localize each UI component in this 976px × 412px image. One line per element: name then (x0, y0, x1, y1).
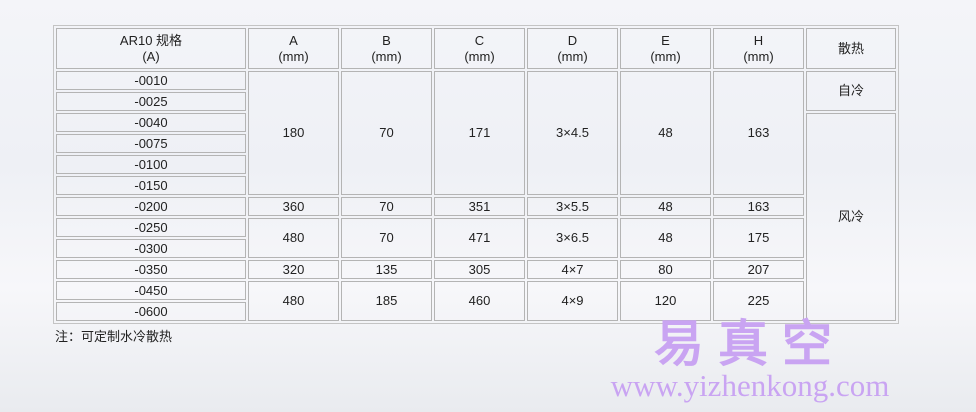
header-label: D (567, 32, 578, 48)
header-label: A (289, 32, 298, 48)
table-row: -0075 (56, 134, 896, 153)
header-unit: (mm) (743, 48, 774, 64)
column-header: E (mm) (620, 28, 711, 69)
dimension-cell: 305 (434, 260, 525, 279)
dimension-cell: 180 (248, 71, 339, 195)
dimension-cell: 4×9 (527, 281, 618, 321)
column-header: D (mm) (527, 28, 618, 69)
header-label: C (474, 32, 485, 48)
model-cell: -0040 (56, 113, 246, 132)
dimension-cell: 163 (713, 197, 804, 216)
table-row: -0250 480 70 471 3×6.5 48 175 (56, 218, 896, 258)
header-row: AR10 规格 (A) A (mm) B (mm) C (mm) D (mm) E (mm) H (mm)… (56, 28, 896, 69)
table-row: -0350 320 135 305 4×7 80 207 (56, 260, 896, 279)
model-cell: -0010 (56, 71, 246, 90)
dimension-cell: 80 (620, 260, 711, 279)
header-unit: (A) (142, 48, 160, 64)
dimension-cell: 70 (341, 71, 432, 195)
column-header: A (mm) (248, 28, 339, 69)
dimension-cell: 225 (713, 281, 804, 321)
dimension-cell: 471 (434, 218, 525, 258)
dimension-cell: 460 (434, 281, 525, 321)
dimension-cell: 135 (341, 260, 432, 279)
column-header: C (mm) (434, 28, 525, 69)
header-label: H (753, 32, 764, 48)
dimension-cell: 3×4.5 (527, 71, 618, 195)
column-header: B (mm) (341, 28, 432, 69)
model-cell: -0450 (56, 281, 246, 300)
model-cell: -0350 (56, 260, 246, 279)
table-row: -0010 180 70 171 3×4.5 48 163 自冷 (56, 71, 896, 195)
header-unit: (mm) (371, 48, 402, 64)
column-header: H (mm) (713, 28, 804, 69)
table-row: -0100 (56, 155, 896, 174)
dimension-cell: 351 (434, 197, 525, 216)
header-unit: (mm) (278, 48, 309, 64)
header-label: E (661, 32, 670, 48)
dimension-cell: 4×7 (527, 260, 618, 279)
header-unit: (mm) (650, 48, 681, 64)
watermark-url: www.yizhenkong.com (610, 368, 890, 403)
footnote: 注：可定制水冷散热 (55, 329, 173, 344)
dimension-cell: 175 (713, 218, 804, 258)
model-cell: -0025 (56, 92, 246, 111)
dimension-cell: 171 (434, 71, 525, 195)
dimension-cell: 48 (620, 218, 711, 258)
model-cell: -0250 (56, 218, 246, 237)
dimension-cell: 3×6.5 (527, 218, 618, 258)
table-row: -0040 风冷 (56, 113, 896, 321)
dimension-cell: 320 (248, 260, 339, 279)
table-row: -0450 480 185 460 4×9 120 225 (56, 281, 896, 321)
dimension-cell: 120 (620, 281, 711, 321)
table-row: -0200 360 70 351 3×5.5 48 163 (56, 197, 896, 216)
column-header: 散热 (806, 28, 896, 69)
dimension-cell: 480 (248, 281, 339, 321)
spec-table: AR10 规格 (A) A (mm) B (mm) C (mm) D (mm) E (mm) H (mm)… (53, 25, 899, 324)
dimension-cell: 480 (248, 218, 339, 258)
header-unit: (mm) (557, 48, 588, 64)
model-cell: -0075 (56, 134, 246, 153)
model-cell: -0100 (56, 155, 246, 174)
model-cell: -0600 (56, 302, 246, 321)
table-row: -0300 (56, 239, 896, 258)
model-cell: -0300 (56, 239, 246, 258)
dimension-cell: 185 (341, 281, 432, 321)
model-cell: -0150 (56, 176, 246, 195)
table-row: -0600 (56, 302, 896, 321)
dimension-cell: 360 (248, 197, 339, 216)
dimension-cell: 3×5.5 (527, 197, 618, 216)
dimension-cell: 48 (620, 71, 711, 195)
watermark-name: 易真空 (654, 314, 846, 373)
table-row: -0025 (56, 92, 896, 111)
dimension-cell: 70 (341, 218, 432, 258)
header-label: B (382, 32, 391, 48)
column-header: AR10 规格 (A) (56, 28, 246, 69)
header-unit: (mm) (464, 48, 495, 64)
table-row: -0150 (56, 176, 896, 195)
watermark-logo: 易真空 www.yizhenkong.com (600, 318, 900, 402)
dimension-cell: 70 (341, 197, 432, 216)
cooling-cell: 自冷 (806, 71, 896, 111)
cooling-cell: 风冷 (806, 113, 896, 321)
dimension-cell: 163 (713, 71, 804, 195)
dimension-cell: 207 (713, 260, 804, 279)
header-label: 散热 (837, 40, 864, 56)
header-label: AR10 规格 (119, 32, 183, 48)
model-cell: -0200 (56, 197, 246, 216)
dimension-cell: 48 (620, 197, 711, 216)
